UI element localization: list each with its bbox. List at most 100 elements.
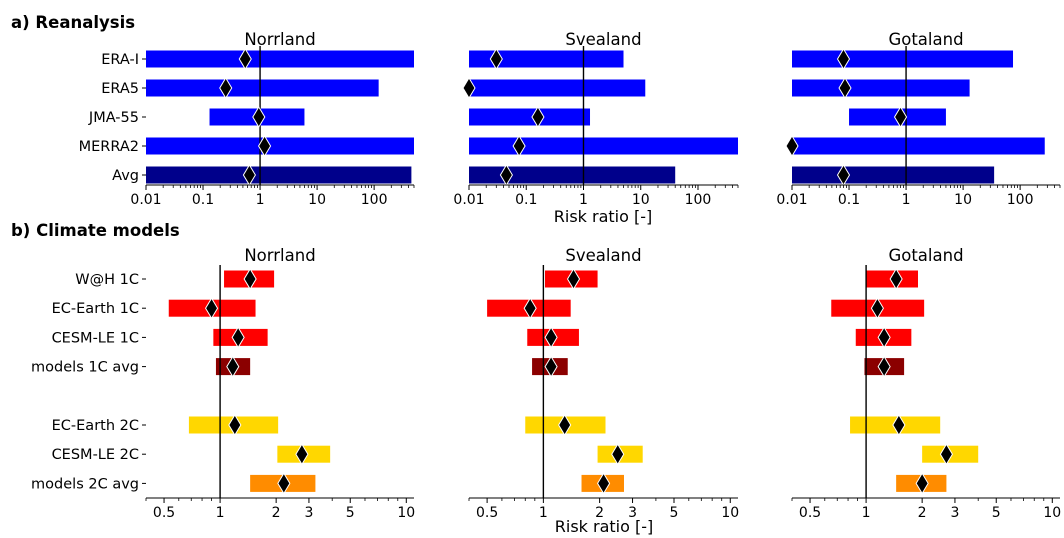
x-tick-label: 100 [361, 192, 388, 208]
x-tick-label: 5 [992, 505, 1001, 521]
x-tick-label: 3 [304, 505, 313, 521]
range-bar [469, 166, 676, 184]
best-estimate-marker [939, 443, 953, 466]
best-estimate-marker [558, 414, 572, 436]
x-tick-label: 0.01 [453, 192, 484, 208]
x-tick-label: 1 [579, 192, 588, 208]
panel-title: Gotaland [888, 30, 963, 49]
y-category-label: JMA-55 [88, 110, 139, 126]
best-estimate-marker [838, 77, 852, 99]
x-tick-label: 1 [862, 505, 871, 521]
best-estimate-marker [566, 268, 581, 290]
best-estimate-marker [523, 297, 537, 320]
y-category-label: Avg [112, 168, 139, 184]
y-category-label: CESM-LE 1C [52, 330, 139, 346]
best-estimate-marker [258, 135, 272, 157]
best-estimate-marker [462, 77, 476, 99]
panel-title: Svealand [565, 246, 641, 265]
panel-title: Norrland [244, 246, 315, 265]
best-estimate-marker [870, 297, 884, 320]
best-estimate-marker [877, 326, 891, 349]
panel-title: Gotaland [888, 246, 963, 265]
best-estimate-marker [228, 414, 242, 436]
y-category-label: ERA5 [101, 81, 139, 97]
x-tick-label: 0.5 [476, 505, 498, 521]
x-tick-label: 0.5 [153, 505, 175, 521]
x-tick-label: 0.01 [130, 192, 161, 208]
best-estimate-marker [877, 355, 891, 378]
range-bar [146, 50, 414, 68]
range-bar [469, 79, 646, 97]
x-tick-label: 1 [216, 505, 225, 521]
x-tick-label: 10 [954, 192, 972, 208]
best-estimate-marker [238, 48, 252, 70]
y-category-label: models 1C avg [31, 360, 139, 376]
x-tick-label: 10 [1043, 505, 1061, 521]
range-bar [146, 137, 414, 155]
panel-title: Norrland [244, 30, 315, 49]
chart-panel-b-norrland: Norrland 0.5 1 2 3 5 10 W@H 1C EC-Earth 1C CESM-L… [31, 246, 415, 521]
y-category-label: models 2C avg [31, 476, 139, 492]
range-bar [146, 79, 379, 97]
x-axis-label-top: Risk ratio [-] [554, 207, 652, 226]
range-bar [146, 166, 412, 184]
x-tick-label: 1 [902, 192, 911, 208]
x-tick-label: 10 [308, 192, 326, 208]
best-estimate-marker [231, 326, 245, 349]
best-estimate-marker [277, 472, 291, 495]
x-axis-label-bottom: Risk ratio [-] [555, 517, 653, 536]
best-estimate-marker [219, 77, 233, 99]
best-estimate-marker [597, 472, 611, 495]
x-tick-label: 2 [272, 505, 281, 521]
range-bar [792, 50, 1014, 68]
y-category-label: CESM-LE 2C [52, 447, 139, 463]
y-category-label: EC-Earth 1C [52, 301, 139, 317]
chart-panel-a-svealand: Svealand 0.01 0.1 1 10 100 [453, 30, 739, 208]
best-estimate-marker [785, 135, 799, 157]
x-tick-label: 10 [632, 192, 650, 208]
chart-panel-b-svealand: Svealand 0.5 1 2 3 5 10 [468, 246, 739, 521]
best-estimate-marker [892, 414, 906, 436]
best-estimate-marker [889, 268, 903, 290]
best-estimate-marker [544, 326, 558, 349]
range-bar [469, 50, 624, 68]
x-tick-label: 1 [256, 192, 265, 208]
best-estimate-marker [204, 297, 219, 320]
x-tick-label: 0.5 [799, 505, 821, 521]
x-tick-label: 0.1 [515, 192, 537, 208]
x-tick-label: 100 [685, 192, 712, 208]
best-estimate-marker [611, 443, 625, 466]
best-estimate-marker [252, 106, 266, 128]
range-bar [792, 166, 995, 184]
x-tick-label: 10 [721, 505, 739, 521]
chart-panel-b-gotaland: Gotaland 0.5 1 2 3 5 10 [791, 246, 1061, 521]
x-tick-label: 2 [595, 505, 604, 521]
range-bar [792, 137, 1045, 155]
range-bar [469, 137, 738, 155]
x-tick-label: 0.1 [192, 192, 214, 208]
panel-title: Svealand [565, 30, 641, 49]
y-category-label: W@H 1C [75, 272, 139, 288]
best-estimate-marker [893, 106, 908, 128]
best-estimate-marker [489, 48, 503, 70]
y-category-label: ERA-I [101, 52, 139, 68]
x-tick-label: 2 [918, 505, 927, 521]
best-estimate-marker [512, 135, 526, 157]
best-estimate-marker [915, 472, 929, 495]
range-bar [469, 108, 591, 126]
x-tick-label: 1 [539, 505, 548, 521]
chart-panel-a-norrland: Norrland 0.01 0.1 1 10 100 ERA-I ERA5 JMA-55 MERR… [79, 30, 415, 208]
x-tick-label: 3 [628, 505, 637, 521]
x-tick-label: 0.01 [776, 192, 807, 208]
x-tick-label: 100 [1007, 192, 1034, 208]
range-bar [792, 79, 970, 97]
x-tick-label: 3 [950, 505, 959, 521]
y-category-label: MERRA2 [79, 139, 139, 155]
x-tick-label: 10 [397, 505, 415, 521]
best-estimate-marker [544, 355, 558, 378]
x-tick-label: 0.1 [838, 192, 860, 208]
x-tick-label: 5 [670, 505, 679, 521]
best-estimate-marker [531, 106, 545, 128]
section-b-label: b) Climate models [11, 221, 180, 240]
